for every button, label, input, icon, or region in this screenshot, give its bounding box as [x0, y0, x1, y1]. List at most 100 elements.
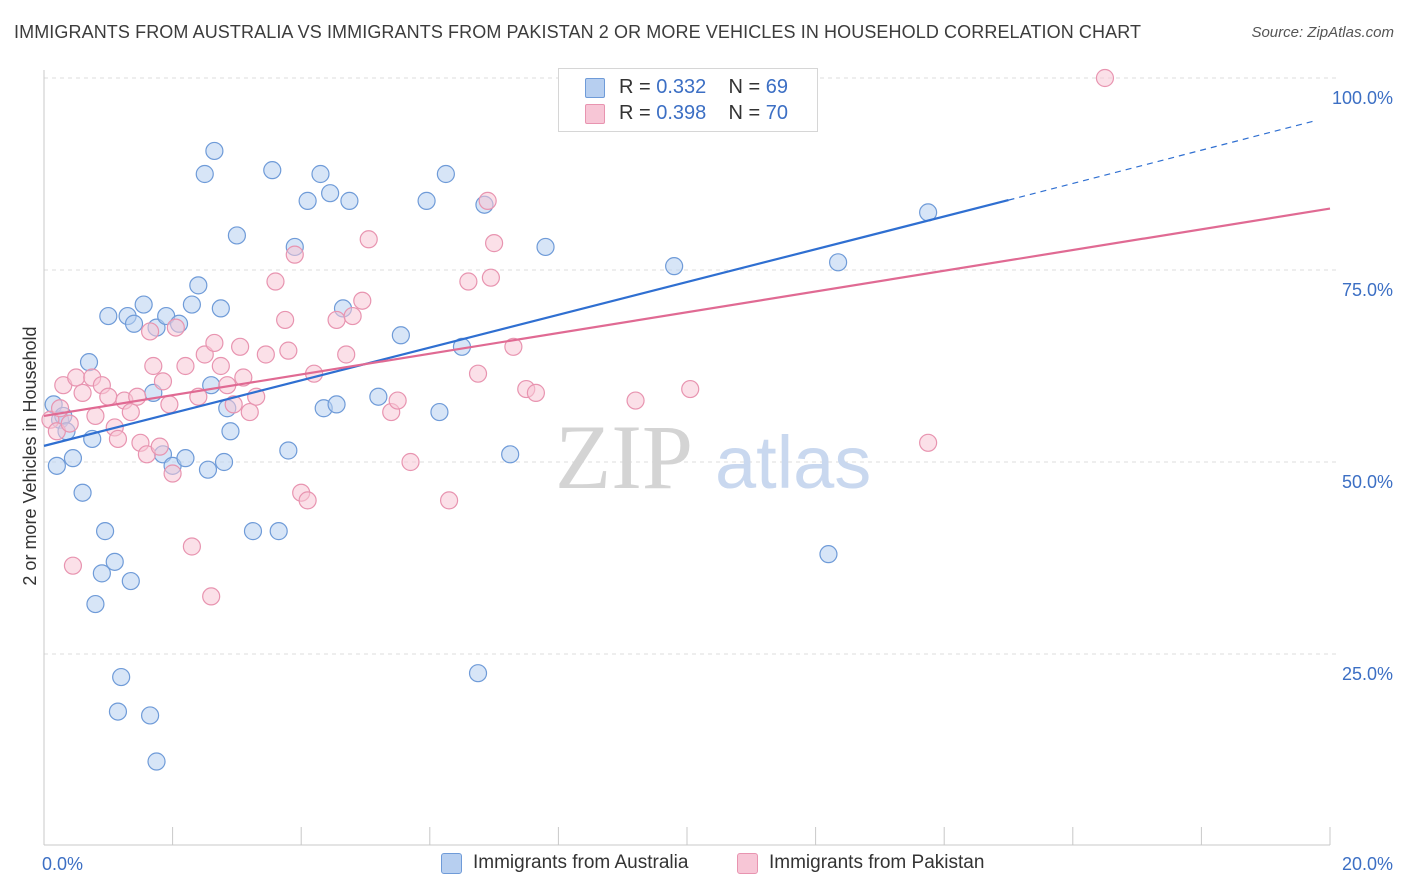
- legend-n-australia: 69: [765, 75, 789, 98]
- bottom-legend-swatch-australia: [441, 853, 462, 874]
- data-point-pakistan: [388, 391, 407, 410]
- trend-line-pakistan: [43, 207, 1331, 418]
- data-point-australia: [298, 191, 317, 210]
- data-point-pakistan: [279, 341, 298, 360]
- data-point-pakistan: [182, 537, 201, 556]
- bottom-legend-label-australia: Immigrants from Australia: [473, 852, 689, 873]
- data-point-australia: [214, 452, 234, 472]
- data-point-pakistan: [327, 310, 346, 330]
- data-point-pakistan: [63, 556, 83, 575]
- data-point-australia: [263, 161, 282, 180]
- data-point-australia: [227, 226, 246, 245]
- data-point-australia: [665, 257, 684, 276]
- y-tick-label: 75.0%: [1342, 280, 1393, 300]
- data-point-australia: [417, 191, 436, 210]
- watermark-atlas: atlas: [715, 421, 871, 504]
- data-point-pakistan: [353, 291, 372, 310]
- data-point-pakistan: [1095, 68, 1115, 88]
- data-point-pakistan: [166, 318, 185, 337]
- data-point-australia: [468, 664, 488, 683]
- data-point-australia: [134, 295, 153, 314]
- data-point-australia: [340, 191, 359, 210]
- data-point-australia: [243, 522, 263, 541]
- data-point-pakistan: [202, 587, 221, 606]
- legend-n-label: N =: [728, 101, 761, 124]
- data-point-australia: [198, 460, 218, 479]
- data-point-australia: [311, 164, 330, 184]
- data-point-australia: [95, 522, 115, 541]
- data-point-australia: [182, 295, 201, 314]
- data-point-pakistan: [468, 364, 488, 383]
- data-point-pakistan: [439, 491, 459, 510]
- data-point-pakistan: [140, 322, 160, 341]
- data-point-pakistan: [176, 356, 195, 376]
- data-point-pakistan: [276, 310, 295, 330]
- data-point-pakistan: [86, 406, 105, 426]
- data-point-pakistan: [478, 191, 497, 210]
- legend-n-label: N =: [728, 75, 761, 98]
- data-point-australia: [369, 387, 388, 406]
- legend-row-australia: R = 0.332 N = 69: [585, 75, 789, 99]
- bottom-legend-swatch-pakistan: [737, 853, 758, 874]
- legend-box: R = 0.332 N = 69 R = 0.398 N = 70: [558, 68, 818, 132]
- data-point-australia: [99, 306, 118, 326]
- data-point-australia: [391, 326, 410, 345]
- data-point-australia: [147, 752, 166, 771]
- data-point-pakistan: [485, 234, 504, 253]
- data-point-australia: [79, 353, 99, 372]
- legend-n-pakistan: 70: [765, 101, 789, 124]
- legend-row-pakistan: R = 0.398 N = 70: [585, 101, 789, 125]
- data-point-australia: [189, 276, 208, 295]
- legend-r-pakistan: 0.398: [656, 101, 707, 124]
- data-point-pakistan: [504, 337, 523, 356]
- data-point-pakistan: [337, 345, 356, 364]
- axes: [43, 70, 1331, 846]
- data-point-pakistan: [256, 345, 275, 364]
- data-point-australia: [269, 522, 288, 541]
- data-point-australia: [176, 449, 195, 468]
- chart-title: IMMIGRANTS FROM AUSTRALIA VS IMMIGRANTS …: [14, 22, 1142, 42]
- data-point-australia: [121, 571, 140, 591]
- data-point-australia: [47, 456, 66, 475]
- data-point-pakistan: [67, 368, 86, 387]
- data-point-pakistan: [73, 383, 92, 402]
- data-point-australia: [86, 594, 105, 614]
- data-point-australia: [108, 702, 128, 721]
- trend-extension-australia: [1008, 119, 1318, 201]
- data-point-pakistan: [359, 230, 378, 249]
- data-point-pakistan: [211, 356, 230, 376]
- data-point-pakistan: [459, 272, 478, 291]
- data-point-australia: [112, 667, 131, 687]
- series-pakistan: [41, 68, 1115, 606]
- gridlines: [44, 77, 1338, 655]
- data-point-pakistan: [121, 402, 140, 422]
- data-point-australia: [501, 445, 520, 464]
- data-point-australia: [73, 483, 92, 502]
- x-tick-label: 0.0%: [42, 854, 83, 874]
- data-point-pakistan: [240, 402, 259, 422]
- data-point-australia: [327, 395, 346, 414]
- data-point-pakistan: [526, 383, 545, 402]
- data-point-australia: [819, 545, 838, 564]
- data-point-australia: [92, 564, 111, 583]
- y-tick-label: 100.0%: [1332, 88, 1393, 108]
- data-point-australia: [205, 141, 224, 161]
- data-point-pakistan: [144, 356, 163, 376]
- data-point-pakistan: [150, 437, 169, 456]
- bottom-legend-label-pakistan: Immigrants from Pakistan: [769, 852, 985, 873]
- data-point-pakistan: [153, 372, 173, 391]
- data-point-australia: [63, 449, 83, 468]
- legend-swatch-australia: [585, 78, 605, 98]
- data-point-pakistan: [481, 268, 500, 287]
- data-point-pakistan: [163, 464, 182, 483]
- legend-swatch-pakistan: [585, 104, 605, 124]
- data-point-australia: [195, 164, 214, 184]
- data-point-australia: [536, 237, 555, 257]
- data-point-australia: [436, 164, 455, 184]
- data-point-pakistan: [205, 333, 224, 353]
- data-point-pakistan: [401, 452, 420, 472]
- y-tick-labels: 25.0% 50.0% 75.0% 100.0%: [1332, 88, 1393, 684]
- data-point-pakistan: [234, 368, 253, 387]
- x-tick-labels: 0.0% 20.0%: [42, 854, 1393, 874]
